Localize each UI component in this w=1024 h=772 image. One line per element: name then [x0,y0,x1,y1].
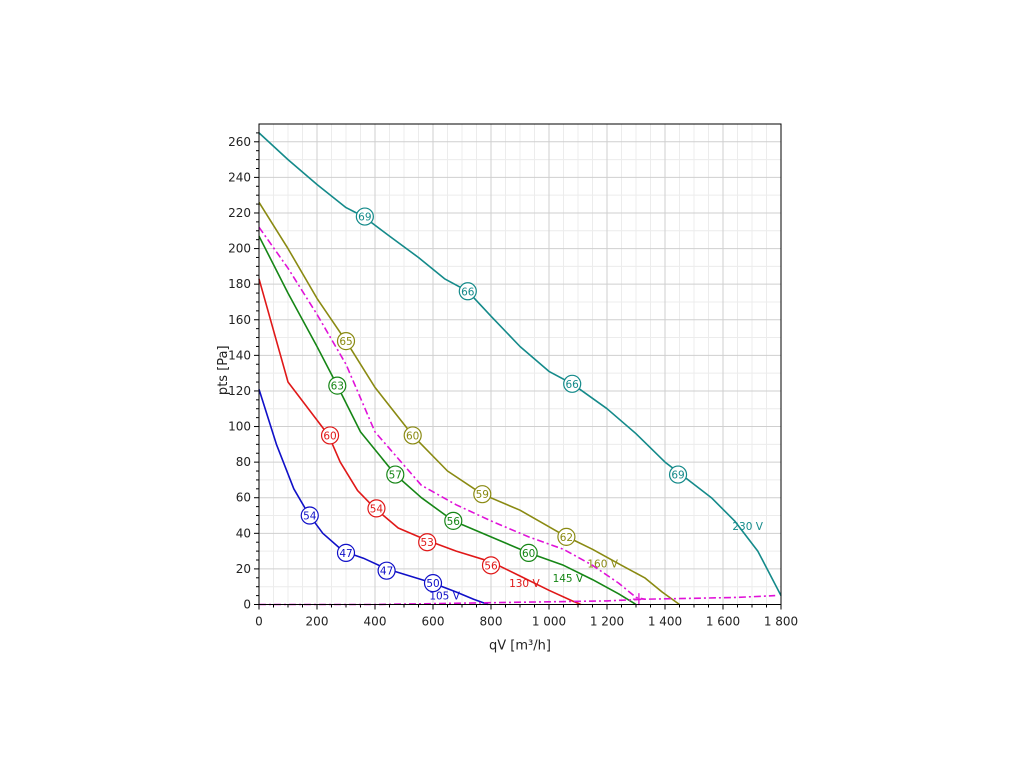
series-name-label: 105 V [429,591,460,603]
curve-marker [444,511,463,530]
curve-marker-label: 56 [484,560,498,572]
series-name-label: 130 V [509,578,540,590]
y-tick-label: 220 [228,206,251,220]
curve-marker-label: 60 [323,430,336,442]
curve-marker [403,426,422,445]
curve-marker-label: 50 [426,578,439,590]
x-tick-label: 600 [422,615,445,629]
curve-marker [320,426,340,445]
curve-marker [336,543,356,562]
curve-marker [563,374,582,393]
curve-marker-label: 56 [447,516,461,528]
y-tick-label: 100 [228,420,251,434]
curve-marker-label: 59 [476,489,489,501]
curve-marker [300,506,319,525]
y-tick-label: 80 [236,455,251,469]
x-tick-label: 0 [255,615,263,629]
y-tick-label: 20 [236,562,251,576]
curve-marker-label: 54 [303,511,317,523]
curve-marker-label: 53 [421,537,434,549]
series-line [258,132,782,596]
curve-marker [423,574,443,593]
series-name-label: 160 V [587,559,618,571]
curve-marker-label: 69 [671,470,684,482]
curve-marker-label: 69 [358,212,371,224]
curve-marker [481,556,501,575]
x-tick-label: 1 800 [764,615,798,629]
series-line [258,388,489,606]
curve-marker-label: 65 [339,336,352,348]
series-line [258,201,680,606]
curve-marker [557,527,576,546]
curve-marker-label: 47 [339,548,352,560]
y-tick-label: 40 [236,526,251,540]
curve-marker [519,543,538,562]
y-tick-label: 140 [228,348,251,362]
series-name-label: 230 V [732,521,763,533]
curve-marker [458,282,477,301]
y-tick-label: 200 [228,242,251,256]
y-tick-label: 60 [236,491,251,505]
curve-marker [336,332,356,351]
curve-marker [328,376,347,395]
y-tick-label: 240 [228,170,251,184]
x-tick-label: 200 [306,615,329,629]
curve-marker-label: 47 [380,566,393,578]
y-tick-label: 160 [228,313,251,327]
x-tick-label: 1 600 [706,615,740,629]
curve-marker [386,465,405,484]
curve-marker [473,485,492,504]
series-line [258,235,637,606]
curve-marker-label: 62 [560,532,573,544]
curve-marker-label: 66 [461,286,475,298]
curve-marker-label: 60 [522,548,535,560]
curve-marker [355,207,374,226]
x-axis-label: qV [m³/h] [489,639,551,654]
curve-marker [668,465,688,484]
y-tick-label: 260 [228,135,251,149]
curve-marker [367,499,386,518]
series-line [259,594,776,606]
x-tick-label: 1 200 [590,615,624,629]
y-axis-label: pts [Pa] [216,345,231,395]
x-tick-label: 800 [480,615,503,629]
x-tick-label: 1 000 [532,615,566,629]
curve-marker-label: 57 [389,470,402,482]
axis-ticks: 0 200 400 600 800 1 000 1 200 1 400 1 600 1 800 0 2… [228,132,798,629]
curve-marker-label: 63 [331,381,344,393]
y-tick-label: 120 [228,384,251,398]
curve-marker-label: 54 [370,503,384,515]
x-tick-label: 1 400 [648,615,682,629]
curve-marker-label: 66 [566,379,580,391]
curve-marker [418,533,437,552]
y-tick-label: 180 [228,277,251,291]
y-tick-label: 0 [243,598,251,612]
curve-marker-label: 60 [406,430,419,442]
curve-marker [377,561,396,580]
x-tick-label: 400 [364,615,387,629]
series-line [258,226,645,600]
plot-frame [258,123,782,605]
grid [259,124,781,605]
series-name-label: 145 V [553,573,584,585]
